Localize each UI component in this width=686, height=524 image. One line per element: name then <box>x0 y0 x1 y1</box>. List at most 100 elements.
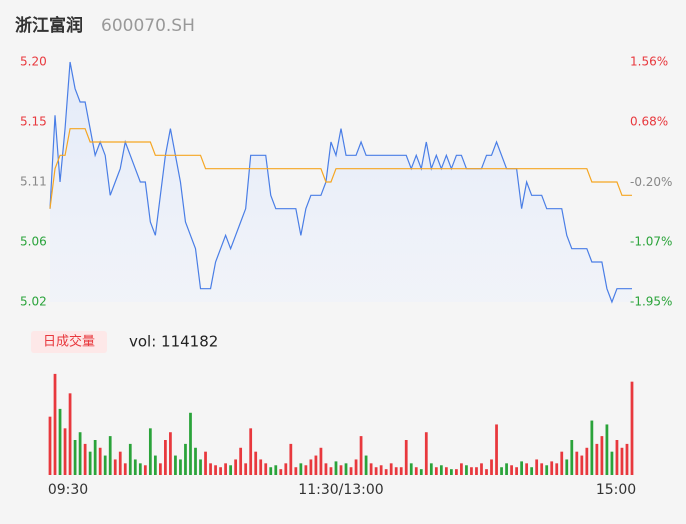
volume-bar <box>480 463 483 475</box>
volume-bar <box>113 459 117 475</box>
volume-bar <box>625 443 629 475</box>
volume-bar <box>600 436 604 475</box>
volume-bar <box>78 432 82 475</box>
y2-tick-label: 1.56% <box>630 55 668 69</box>
volume-bar <box>605 424 609 475</box>
volume-bar <box>520 461 524 475</box>
volume-bar <box>495 424 498 475</box>
volume-bar <box>189 412 192 475</box>
volume-bar <box>610 451 614 475</box>
volume-bar <box>294 467 298 475</box>
volume-bar <box>344 463 348 475</box>
volume-bar <box>98 447 102 475</box>
volume-bar <box>505 463 508 475</box>
volume-bar <box>570 440 574 475</box>
price-area <box>50 62 632 302</box>
volume-bar <box>204 451 207 475</box>
volume-bar <box>219 467 222 475</box>
volume-bar <box>555 463 559 475</box>
y2-tick-label: -1.95% <box>630 295 672 309</box>
volume-bar <box>545 465 549 475</box>
volume-bar <box>214 465 217 475</box>
volume-bar <box>234 459 238 475</box>
volume-bar <box>590 420 594 475</box>
y-tick-label: 5.20 <box>20 55 47 69</box>
volume-bar <box>465 465 468 475</box>
volume-bar <box>490 459 493 475</box>
volume-bar <box>409 463 413 475</box>
volume-text: vol: 114182 <box>129 333 218 351</box>
volume-bar <box>244 463 248 475</box>
volume-bar <box>460 463 463 475</box>
stock-code: 600070.SH <box>101 16 195 36</box>
volume-bar <box>108 436 112 475</box>
volume-bar <box>389 463 393 475</box>
x-tick-label: 11:30/13:00 <box>298 482 383 498</box>
volume-bar <box>179 459 182 475</box>
volume-bar <box>580 455 584 475</box>
volume-bar <box>630 381 634 475</box>
volume-bar <box>620 447 624 475</box>
volume-bar <box>525 463 529 475</box>
volume-bar <box>449 469 453 475</box>
volume-bar <box>158 463 162 475</box>
volume-bar <box>439 465 443 475</box>
volume-bar <box>73 440 77 475</box>
volume-bar <box>329 467 333 475</box>
volume-bar <box>254 451 258 475</box>
volume-bar <box>434 467 438 475</box>
volume-bar <box>209 463 212 475</box>
volume-bar <box>399 467 403 475</box>
volume-bar <box>153 455 157 475</box>
volume-bar <box>299 463 303 475</box>
volume-bar <box>103 455 107 475</box>
y-tick-label: 5.06 <box>20 235 47 249</box>
volume-bar <box>334 461 338 475</box>
volume-bar <box>199 459 202 475</box>
volume-bar <box>88 451 92 475</box>
volume-bar <box>194 447 197 475</box>
volume-bar <box>269 467 273 475</box>
y-tick-label: 5.15 <box>20 115 47 129</box>
volume-bar <box>404 440 408 475</box>
volume-bar <box>510 465 513 475</box>
y-tick-label: 5.02 <box>20 295 47 309</box>
price-line <box>49 61 632 304</box>
volume-bar <box>169 432 172 475</box>
volume-bar <box>429 463 433 475</box>
volume-bar <box>264 463 268 475</box>
volume-bar <box>319 447 323 475</box>
y2-tick-label: 0.68% <box>630 115 668 129</box>
stock-name: 浙江富润 <box>15 15 83 36</box>
volume-bar <box>279 469 283 475</box>
volume-bar <box>424 432 428 475</box>
volume-bar <box>379 465 383 475</box>
volume-bar <box>259 459 263 475</box>
volume-bar <box>374 467 378 475</box>
volume-bar <box>123 463 127 475</box>
volume-bar <box>359 436 363 475</box>
volume-bar <box>550 461 554 475</box>
average-line <box>49 128 632 209</box>
volume-bar <box>304 465 308 475</box>
volume-bar <box>229 465 233 475</box>
volume-bar <box>128 443 132 475</box>
volume-bar <box>485 469 488 475</box>
volume-bar <box>364 455 368 475</box>
volume-bar <box>354 459 358 475</box>
volume-bar <box>174 455 177 475</box>
volume-bar <box>585 447 589 475</box>
volume-bar <box>475 467 478 475</box>
volume-bar <box>249 428 253 475</box>
volume-bar <box>470 467 473 475</box>
x-tick-label: 09:30 <box>48 482 88 498</box>
volume-bar <box>369 463 373 475</box>
volume-bar <box>83 443 87 475</box>
volume-bar <box>595 443 599 475</box>
volume-bar <box>58 408 62 475</box>
volume-bar <box>289 443 293 475</box>
volume-bar <box>314 455 318 475</box>
volume-bar <box>414 467 418 475</box>
